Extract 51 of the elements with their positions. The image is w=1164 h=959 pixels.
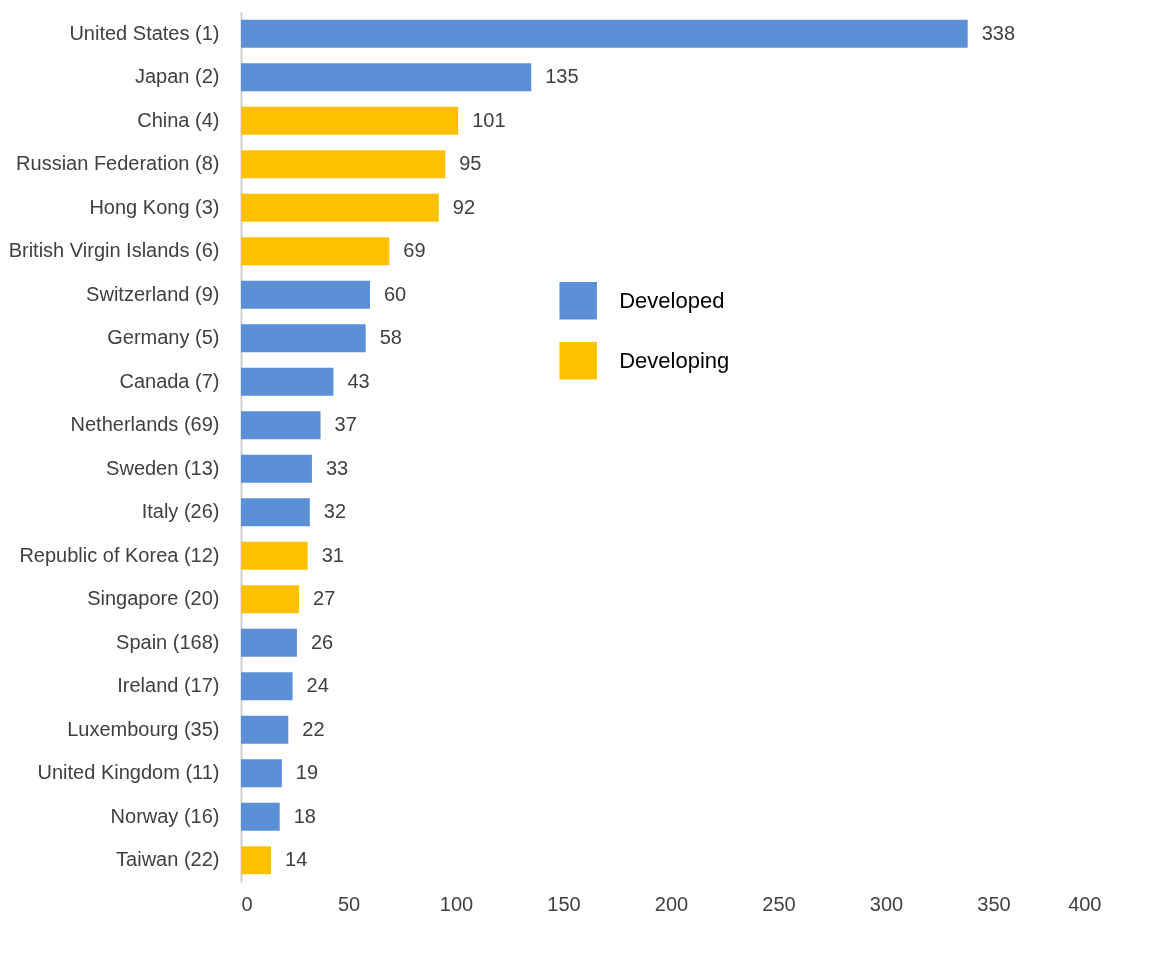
data-label: 14 [285,848,308,871]
data-label: 32 [323,500,347,523]
y-tick-label: Taiwan (22) [116,848,220,871]
x-tick-label: 150 [547,892,581,915]
legend-label: Developing [619,347,730,373]
data-label: 69 [403,239,426,262]
x-tick-label: 0 [241,892,253,915]
y-tick-label: Luxembourg (35) [67,717,220,740]
y-tick-label: China (4) [137,108,220,131]
x-tick-label: 350 [977,892,1011,915]
y-tick-label: Germany (5) [107,326,220,349]
data-label: 27 [313,587,336,610]
data-label: 22 [302,717,325,740]
data-label: 19 [295,761,319,784]
data-label: 31 [321,543,344,566]
data-label: 18 [293,804,316,827]
y-tick-label: Hong Kong (3) [89,195,220,218]
y-tick-label: Netherlands (69) [70,413,220,436]
y-tick-label: Switzerland (9) [86,282,220,305]
data-label: 338 [981,21,1016,44]
y-tick-label: Canada (7) [119,369,220,392]
data-label: 92 [452,195,476,218]
x-tick-label: 300 [869,892,904,915]
y-tick-label: United States (1) [69,21,220,44]
legend-label: Developed [619,287,725,313]
y-tick-label: Singapore (20) [87,587,220,610]
data-label: 95 [459,152,482,175]
x-tick-label: 400 [1068,892,1102,915]
y-tick-label: Norway (16) [110,804,220,827]
y-tick-label: Italy (26) [141,500,220,523]
data-label: 58 [379,326,402,349]
data-label: 24 [306,674,329,697]
y-tick-label: Ireland (17) [117,674,220,697]
data-label: 33 [325,456,349,479]
y-tick-label: Japan (2) [135,65,220,88]
y-tick-label: Republic of Korea (12) [19,543,220,566]
x-tick-label: 50 [337,892,361,915]
y-tick-label: British Virgin Islands (6) [8,239,220,262]
y-tick-label: Spain (168) [116,630,220,653]
x-tick-label: 100 [439,892,474,915]
data-label: 26 [310,630,334,653]
x-tick-label: 250 [762,892,796,915]
data-label: 101 [472,108,506,131]
y-tick-label: United Kingdom (11) [37,761,220,784]
y-tick-label: Russian Federation (8) [16,152,220,175]
data-label: 60 [384,282,407,305]
data-label: 135 [545,65,579,88]
data-label: 37 [334,413,357,436]
data-label: 43 [347,369,370,392]
y-tick-label: Sweden (13) [106,456,220,479]
x-tick-label: 200 [654,892,689,915]
